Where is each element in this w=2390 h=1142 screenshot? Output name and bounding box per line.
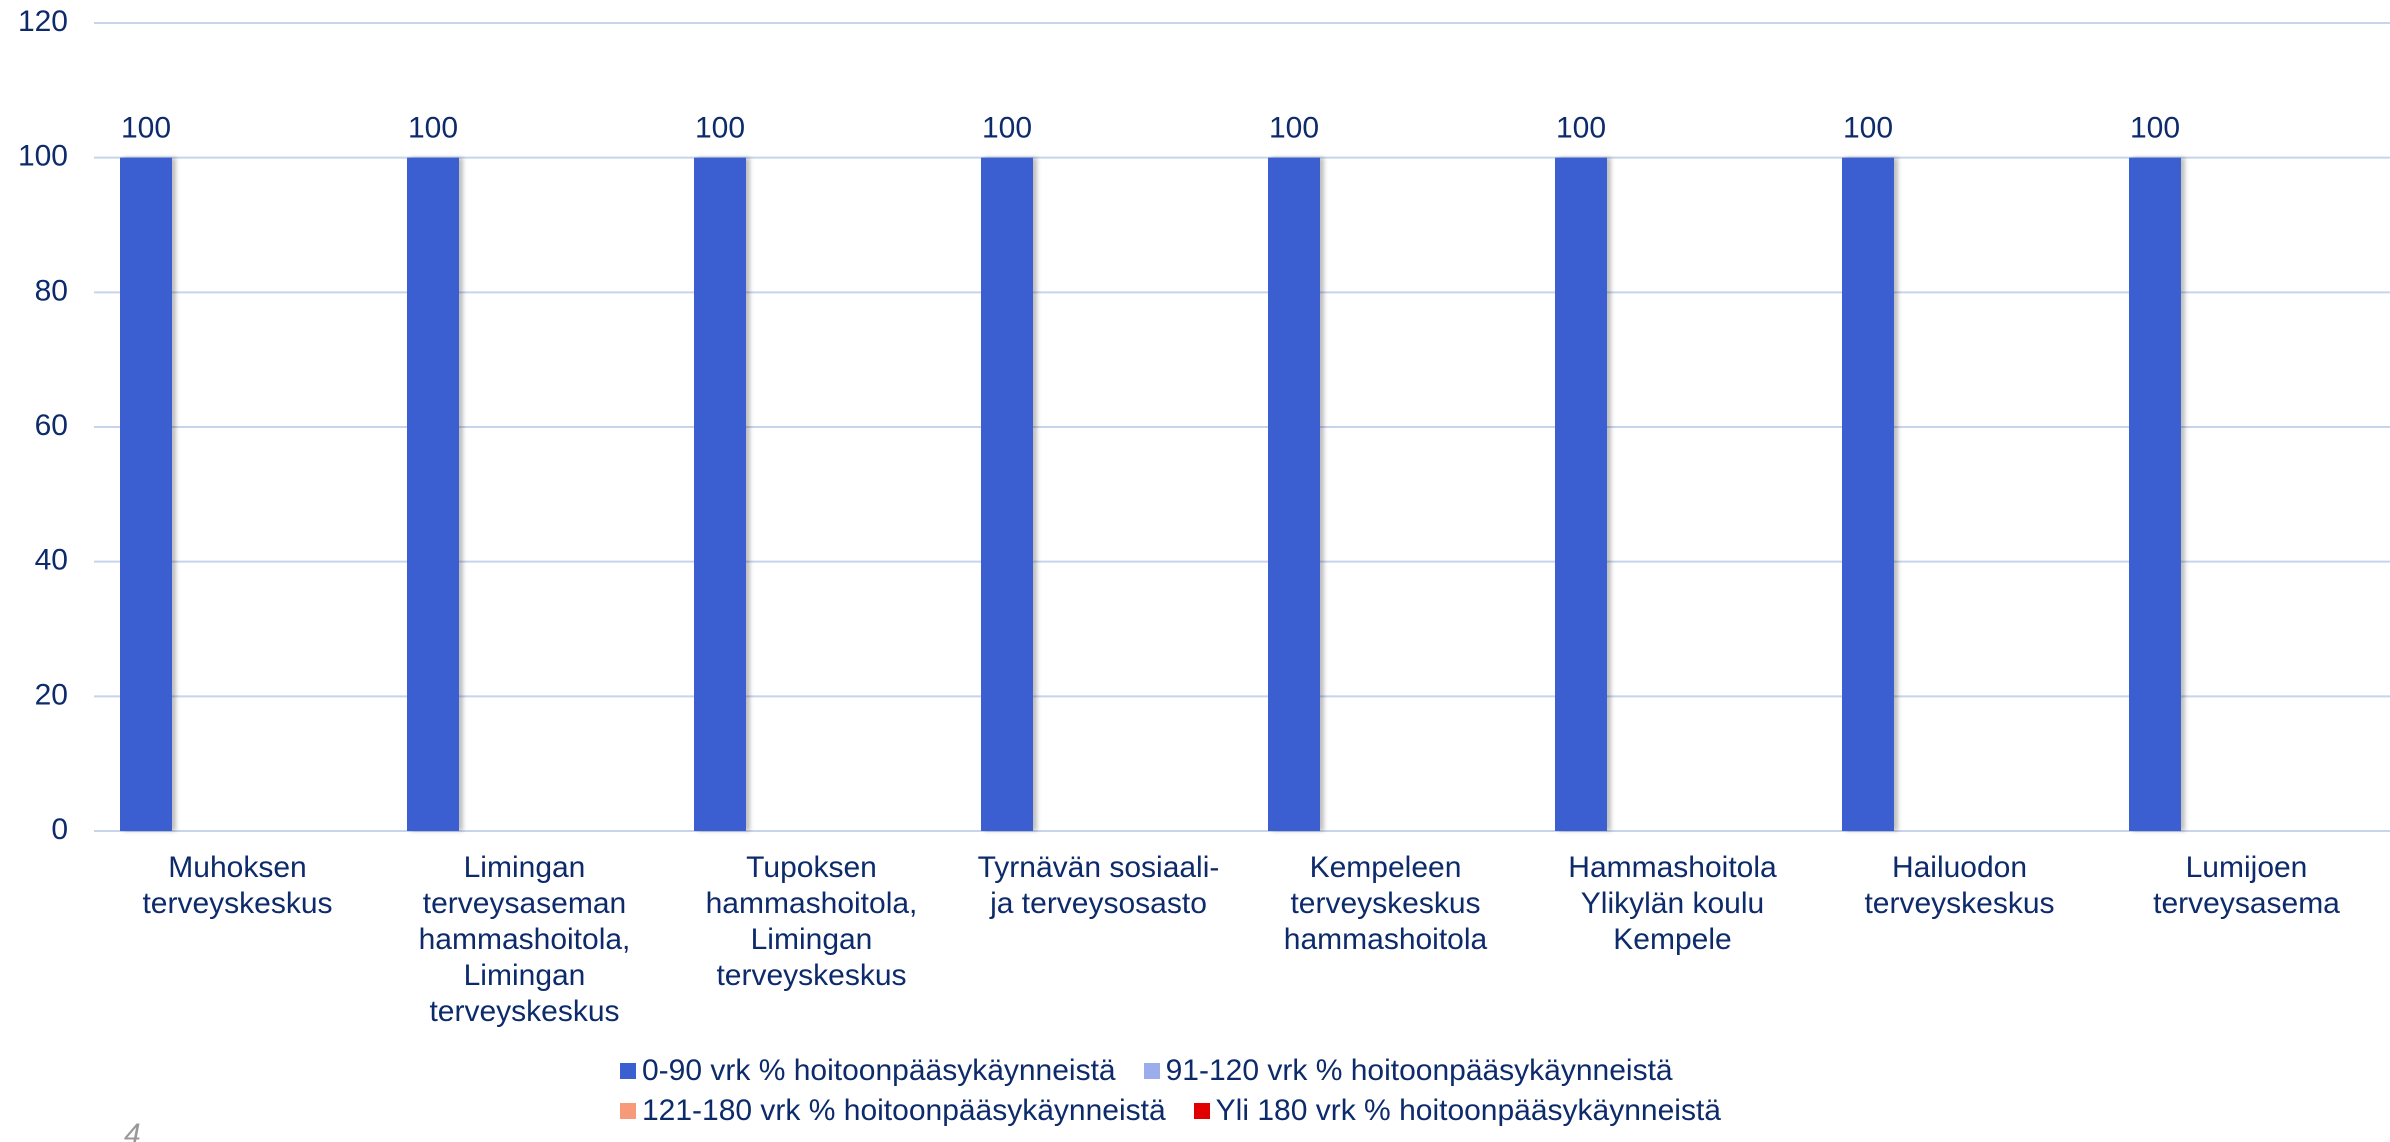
data-label: 100 [695,112,745,145]
y-tick-label: 60 [35,409,68,442]
legend-swatch [620,1103,636,1119]
data-label: 100 [1843,112,1893,145]
legend-label: 0-90 vrk % hoitoonpääsykäynneistä [642,1054,1116,1087]
x-tick-label: Hammashoitola Ylikylän koulu Kempele [1568,851,1777,956]
legend: 0-90 vrk % hoitoonpääsykäynneistä 91-120 … [620,1054,1820,1128]
legend-label: 91-120 vrk % hoitoonpääsykäynneistä [1165,1054,1673,1087]
data-label: 100 [2130,112,2180,145]
legend-swatch [1193,1103,1210,1119]
y-tick-label: 20 [35,678,68,711]
page-number: 4 [124,1118,141,1142]
y-tick-label: 0 [51,813,68,846]
data-label: 100 [121,112,171,145]
legend-item: Yli 180 vrk % hoitoonpääsykäynneistä [1193,1094,1721,1128]
bar [1842,157,1894,831]
legend-swatch [620,1063,636,1079]
y-tick-label: 100 [18,140,68,173]
x-tick-label: Tyrnävän sosiaali- ja terveysosasto [977,851,1220,920]
bar [981,157,1033,831]
legend-label: 121-180 vrk % hoitoonpääsykäynneistä [642,1094,1166,1127]
y-tick-label: 40 [35,544,68,577]
bar [407,157,459,831]
legend-label: Yli 180 vrk % hoitoonpääsykäynneistä [1215,1094,1721,1127]
x-tick-label: Lumijoen terveysasema [2153,851,2340,920]
bar [120,157,172,831]
x-tick-label: Hailuodon terveyskeskus [1864,851,2055,920]
x-tick-label: Tupoksen hammashoitola, Limingan terveys… [705,851,918,992]
bar [1555,157,1607,831]
bar [694,157,746,831]
data-label: 100 [1556,112,1606,145]
data-label: 100 [982,112,1032,145]
legend-swatch [1143,1063,1160,1079]
data-label: 100 [1269,112,1319,145]
x-tick-label: Muhoksen terveyskeskus [142,851,333,920]
x-tick-label: Kempeleen terveyskeskus hammashoitola [1283,851,1488,956]
bar [2129,157,2181,831]
bar [1268,157,1320,831]
y-tick-label: 80 [35,274,68,307]
legend-item: 91-120 vrk % hoitoonpääsykäynneistä [1143,1054,1673,1088]
y-tick-label: 120 [18,5,68,38]
data-label: 100 [408,112,458,145]
legend-item: 0-90 vrk % hoitoonpääsykäynneistä [620,1054,1116,1088]
legend-item: 121-180 vrk % hoitoonpääsykäynneistä [620,1094,1166,1128]
x-tick-label: Limingan terveysaseman hammashoitola, Li… [418,851,631,1028]
